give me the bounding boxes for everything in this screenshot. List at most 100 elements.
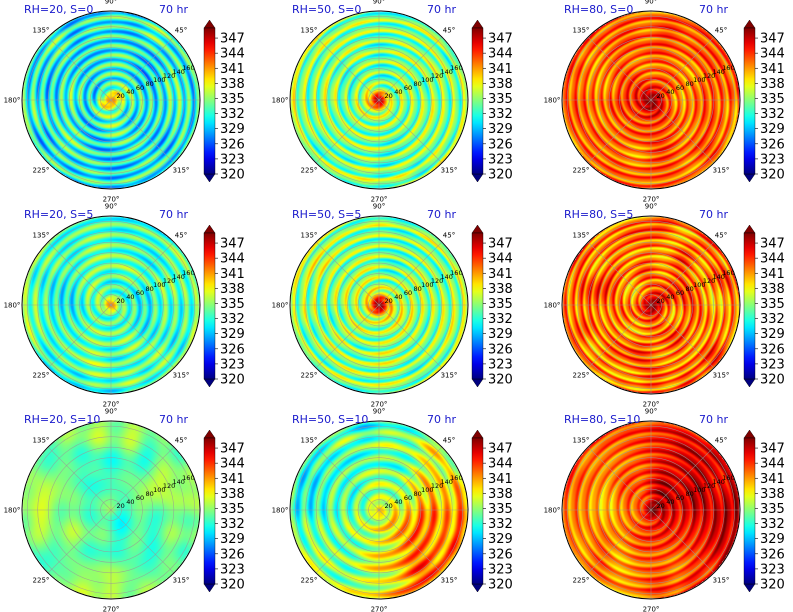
angle-tick-label: 315°: [713, 167, 730, 175]
colorbar-body: [471, 232, 484, 380]
colorbar-extend-min: [743, 173, 756, 183]
radial-tick-label: 80: [146, 80, 154, 88]
colorbar-tick-label: 326: [220, 342, 245, 357]
angle-tick-label: 90°: [373, 408, 385, 416]
angle-tick-label: 270°: [103, 401, 120, 409]
angular-grid-line: [650, 241, 715, 306]
radial-tick-label: 160: [182, 269, 194, 277]
radial-tick-label: 100: [693, 486, 705, 494]
angular-grid-line: [378, 99, 443, 164]
radial-tick-label: 20: [117, 297, 125, 305]
polar-frame: [561, 10, 741, 190]
colorbar-extend-max: [203, 429, 216, 439]
polar-frame: [21, 10, 201, 190]
angle-tick-label: 90°: [105, 0, 117, 6]
colorbar-tick-label: 332: [760, 107, 785, 122]
polar-frame: [561, 215, 741, 395]
angular-grid-line: [378, 36, 443, 101]
colorbar-tick-label: 335: [760, 297, 785, 312]
radial-tick-label: 120: [703, 72, 715, 80]
colorbar-tick-label: 347: [760, 442, 785, 457]
angular-grid-line: [587, 446, 652, 511]
colorbar-tick-label: 347: [220, 237, 245, 252]
angle-tick-label: 135°: [301, 436, 318, 444]
angle-tick-label: 315°: [441, 577, 458, 585]
colorbar-tick-label: 341: [488, 267, 513, 282]
angle-tick-label: 90°: [645, 408, 657, 416]
angular-grid-line: [650, 446, 715, 511]
angle-tick-label: 135°: [573, 436, 590, 444]
colorbar-tick-label: 341: [220, 62, 245, 77]
angular-grid-line: [110, 99, 175, 164]
colorbar-tick-label: 338: [760, 77, 785, 92]
angular-grid-line: [587, 304, 652, 369]
colorbar-extend-max: [743, 224, 756, 234]
radial-tick-label: 160: [722, 474, 734, 482]
panel-title: RH=50, S=10: [292, 413, 368, 426]
panel-time-label: 70 hr: [699, 208, 728, 221]
colorbar-tick-label: 332: [488, 107, 513, 122]
radial-tick-label: 160: [182, 64, 194, 72]
polar-frame: [561, 420, 741, 600]
colorbar-tick-label: 338: [488, 487, 513, 502]
colorbar-tick-label: 347: [220, 32, 245, 47]
colorbar-tick-label: 326: [760, 547, 785, 562]
colorbar-tick-label: 329: [488, 327, 513, 342]
colorbar-tick-label: 335: [488, 297, 513, 312]
radial-tick-label: 40: [126, 498, 134, 506]
angle-tick-label: 225°: [33, 577, 50, 585]
radial-tick-label: 100: [153, 486, 165, 494]
panel-7: 204060801001201401600°45°90°135°180°225°…: [4, 408, 245, 612]
radial-tick-label: 120: [163, 72, 175, 80]
radial-tick-label: 40: [126, 293, 134, 301]
angle-tick-label: 45°: [175, 26, 187, 34]
colorbar-tick-label: 323: [760, 357, 785, 372]
colorbar-tick-label: 323: [220, 357, 245, 372]
angle-tick-label: 180°: [544, 97, 561, 105]
radial-tick-label: 140: [173, 478, 185, 486]
angular-grid-line: [315, 509, 380, 574]
colorbar-tick-label: 344: [488, 252, 513, 267]
colorbar-tick-label: 326: [488, 547, 513, 562]
angle-tick-label: 315°: [441, 372, 458, 380]
colorbar-tick-label: 341: [488, 472, 513, 487]
colorbar-tick-label: 332: [220, 107, 245, 122]
angle-tick-label: 315°: [173, 577, 190, 585]
colorbar-tick-label: 341: [488, 62, 513, 77]
colorbar-tick-label: 323: [760, 152, 785, 167]
panel-time-label: 70 hr: [427, 3, 456, 16]
panel-title: RH=80, S=5: [564, 208, 633, 221]
colorbar-extend-max: [203, 224, 216, 234]
polar-frame: [289, 10, 469, 190]
radial-tick-label: 80: [414, 80, 422, 88]
angle-tick-label: 225°: [573, 167, 590, 175]
colorbar-tick-label: 323: [760, 562, 785, 577]
colorbar-extend-min: [203, 583, 216, 593]
panel-6: 204060801001201401600°45°90°135°180°225°…: [544, 203, 785, 409]
angular-grid-line: [110, 509, 175, 574]
colorbar-extend-min: [743, 378, 756, 388]
panel-title: RH=50, S=0: [292, 3, 361, 16]
colorbar-tick-label: 347: [760, 32, 785, 47]
panel-title: RH=80, S=0: [564, 3, 633, 16]
colorbar-tick-label: 326: [220, 137, 245, 152]
radial-tick-label: 120: [431, 72, 443, 80]
radial-tick-label: 140: [441, 478, 453, 486]
colorbar-tick-label: 332: [488, 312, 513, 327]
radial-tick-label: 80: [414, 285, 422, 293]
colorbar-tick-label: 338: [488, 77, 513, 92]
colorbar-tick-label: 326: [220, 547, 245, 562]
panel-time-label: 70 hr: [699, 3, 728, 16]
colorbar-tick-label: 332: [760, 517, 785, 532]
angle-tick-label: 270°: [103, 196, 120, 204]
angle-tick-label: 225°: [301, 372, 318, 380]
angular-grid-line: [110, 36, 175, 101]
panel-title: RH=50, S=5: [292, 208, 361, 221]
radial-tick-label: 160: [722, 269, 734, 277]
colorbar-tick-label: 335: [220, 92, 245, 107]
colorbar-extend-min: [203, 378, 216, 388]
